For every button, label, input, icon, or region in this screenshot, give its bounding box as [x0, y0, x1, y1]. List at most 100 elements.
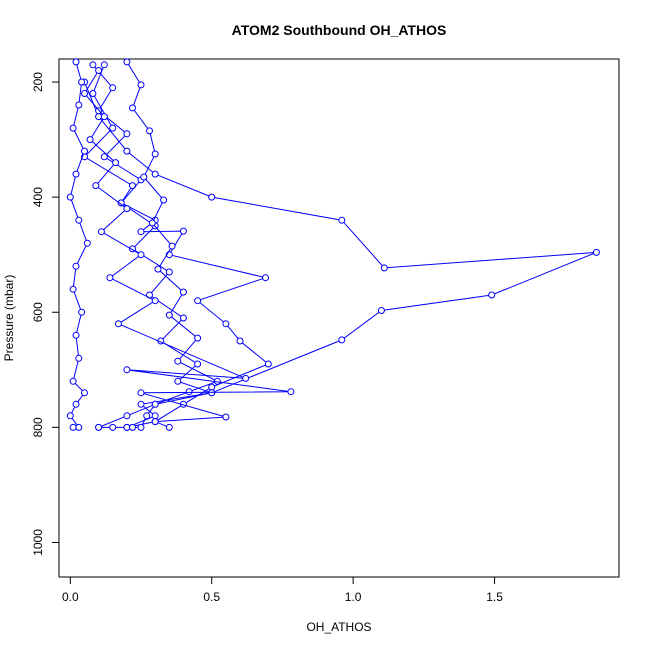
- x-axis-label: OH_ATHOS: [306, 620, 371, 634]
- data-point: [89, 61, 97, 69]
- data-point: [112, 159, 120, 167]
- data-point: [262, 274, 269, 282]
- data-point: [165, 268, 173, 276]
- x-tick-label: 1.0: [345, 590, 362, 604]
- data-point: [72, 331, 80, 339]
- y-axis: 200 400 600 800 1000: [31, 72, 60, 556]
- y-tick-label: 800: [31, 417, 45, 437]
- data-point: [69, 377, 77, 385]
- data-point: [179, 314, 187, 322]
- data-point: [137, 228, 145, 236]
- data-point: [78, 308, 86, 316]
- y-tick-label: 1000: [31, 529, 45, 556]
- x-tick-label: 1.5: [486, 590, 503, 604]
- data-point: [168, 242, 176, 250]
- data-point: [109, 84, 117, 92]
- data-point: [75, 423, 83, 431]
- data-point: [123, 58, 131, 66]
- data-point: [81, 389, 88, 397]
- data-point: [179, 227, 187, 235]
- data-point: [66, 412, 74, 420]
- data-point: [236, 337, 244, 345]
- data-point: [114, 320, 122, 328]
- data-series-group: [66, 58, 600, 431]
- data-point: [109, 423, 117, 431]
- data-point: [72, 58, 80, 66]
- data-point: [338, 216, 346, 224]
- data-point: [89, 90, 97, 97]
- data-point: [151, 400, 159, 408]
- data-point: [222, 320, 230, 328]
- data-point: [137, 81, 145, 89]
- data-point: [488, 291, 496, 299]
- data-point: [117, 199, 125, 207]
- series-1: [81, 61, 272, 431]
- data-point: [100, 61, 108, 69]
- series-3: [66, 58, 91, 431]
- data-point: [174, 357, 182, 365]
- data-point: [151, 418, 159, 426]
- data-point: [109, 124, 117, 132]
- data-point: [208, 383, 216, 391]
- data-point: [222, 413, 230, 421]
- data-point: [137, 389, 145, 397]
- data-point: [380, 264, 388, 272]
- data-point: [69, 423, 77, 431]
- data-point: [160, 196, 168, 204]
- y-tick-label: 200: [31, 72, 45, 92]
- data-point: [287, 388, 295, 396]
- series-2: [81, 78, 600, 431]
- x-axis: 0.0 0.5 1.0 1.5: [62, 576, 503, 604]
- series-5: [123, 58, 221, 431]
- data-point: [72, 400, 80, 408]
- data-point: [97, 228, 105, 236]
- y-tick-label: 600: [31, 302, 45, 322]
- data-point: [264, 360, 272, 368]
- data-point: [95, 67, 103, 74]
- data-point: [75, 216, 83, 224]
- data-point: [179, 288, 187, 296]
- series-line: [126, 61, 219, 428]
- data-point: [75, 354, 83, 362]
- series-6: [81, 67, 295, 431]
- x-tick-label: 0.0: [62, 590, 79, 604]
- data-point: [148, 219, 156, 227]
- data-point: [151, 170, 159, 178]
- x-tick-label: 0.5: [203, 590, 220, 604]
- data-point: [154, 265, 162, 273]
- data-point: [72, 170, 80, 178]
- data-point: [165, 423, 173, 431]
- plot-frame: [58, 58, 620, 578]
- data-point: [185, 388, 193, 396]
- data-point: [151, 412, 159, 420]
- data-point: [75, 101, 83, 109]
- data-point: [137, 423, 145, 431]
- data-point: [78, 78, 86, 86]
- data-point: [592, 248, 600, 256]
- data-point: [143, 412, 151, 420]
- data-point: [100, 113, 108, 121]
- data-point: [123, 412, 131, 420]
- data-point: [66, 193, 74, 201]
- series-line: [84, 81, 597, 428]
- data-point: [208, 389, 216, 397]
- data-point: [81, 147, 88, 155]
- data-point: [123, 366, 131, 374]
- data-point: [194, 334, 202, 342]
- data-point: [146, 127, 153, 135]
- data-point: [129, 104, 136, 112]
- data-point: [69, 124, 77, 132]
- data-point: [208, 193, 216, 201]
- data-point: [83, 239, 91, 247]
- data-point: [151, 150, 159, 158]
- data-point: [151, 297, 159, 305]
- data-point: [140, 173, 148, 181]
- y-tick-label: 400: [31, 187, 45, 207]
- data-point: [95, 113, 103, 121]
- data-point: [123, 130, 131, 138]
- data-point: [123, 205, 131, 213]
- data-point: [242, 374, 250, 382]
- data-point: [165, 311, 173, 319]
- data-point: [81, 90, 88, 97]
- data-point: [123, 147, 131, 155]
